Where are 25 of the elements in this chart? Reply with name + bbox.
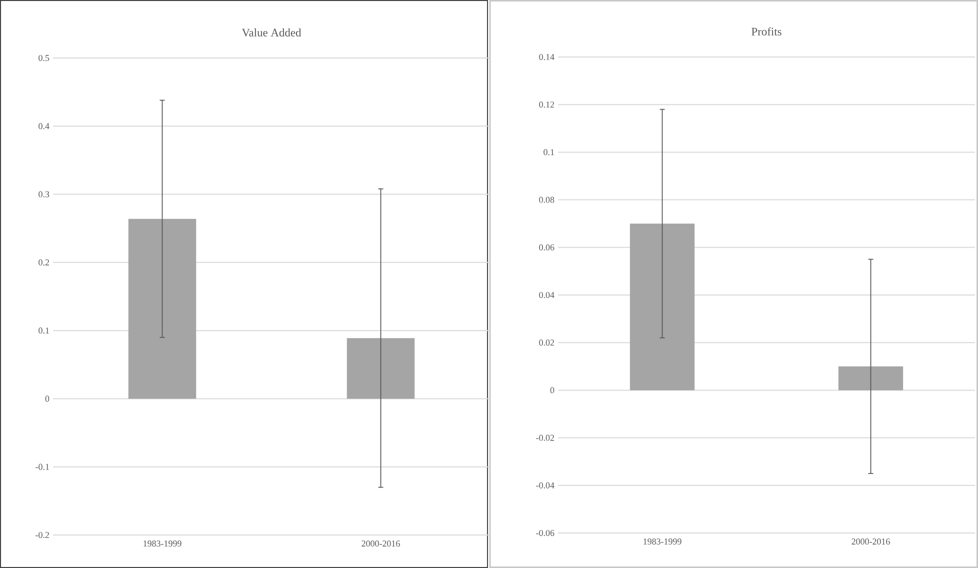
y-tick-label: 0.1 xyxy=(544,149,554,156)
x-tick-label: 1983-1999 xyxy=(144,540,182,547)
y-tick-label: -0.2 xyxy=(36,532,49,538)
y-tick-label: 0.02 xyxy=(539,340,554,346)
y-tick-label: 0.06 xyxy=(539,244,554,250)
chart-title: Value Added xyxy=(242,28,302,36)
y-tick-label: 0.3 xyxy=(38,191,50,198)
y-tick-label: -0.04 xyxy=(536,482,554,488)
y-tick-label: 0.12 xyxy=(539,102,554,108)
y-tick-label: 0.5 xyxy=(38,54,50,62)
x-tick-label: 2000-2016 xyxy=(362,540,400,547)
y-tick-label: 0.08 xyxy=(539,196,554,203)
chart-title: Profits xyxy=(752,27,782,36)
y-tick-label: 0 xyxy=(45,396,50,402)
y-tick-label: -0.06 xyxy=(536,530,554,536)
y-tick-label: -0.02 xyxy=(536,434,554,441)
y-tick-label: 0.14 xyxy=(539,54,554,60)
y-tick-label: 0.1 xyxy=(38,328,49,334)
y-tick-label: 0.2 xyxy=(38,259,49,266)
y-tick-label: 0 xyxy=(550,387,554,394)
y-tick-label: 0.4 xyxy=(38,123,50,130)
y-tick-label: 0.04 xyxy=(539,292,554,298)
x-tick-label: 2000-2016 xyxy=(852,538,890,545)
x-tick-label: 1983-1999 xyxy=(644,538,682,545)
y-tick-label: -0.1 xyxy=(36,464,49,470)
